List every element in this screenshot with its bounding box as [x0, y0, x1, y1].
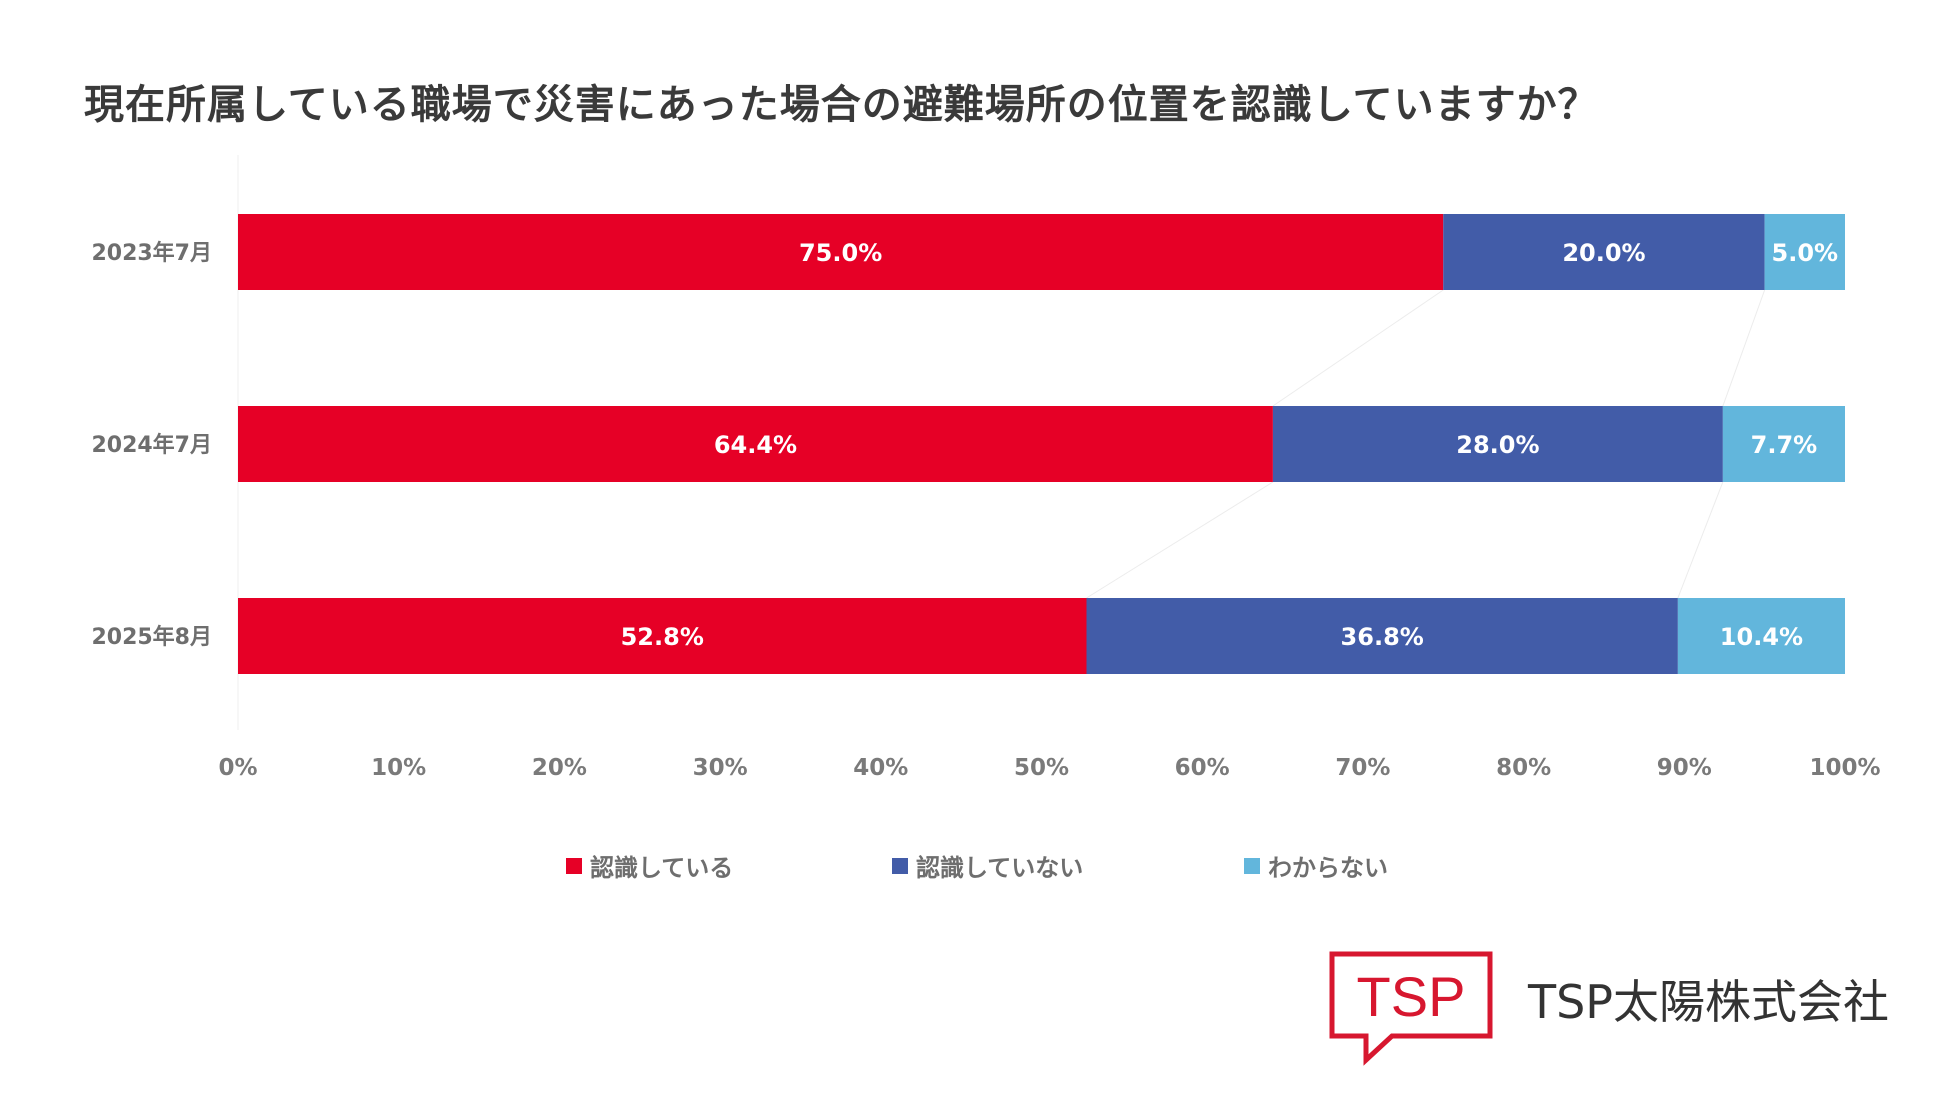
- x-tick-label-9: 90%: [1657, 755, 1712, 781]
- bar-2-1: [1086, 598, 1678, 674]
- x-tick-label-6: 60%: [1175, 755, 1230, 781]
- x-tick-label-10: 100%: [1809, 755, 1880, 781]
- bar-2-2: [1677, 598, 1845, 674]
- connector-0-0: [1272, 289, 1444, 407]
- x-tick-label-1: 10%: [371, 755, 426, 781]
- x-tick-label-4: 40%: [853, 755, 908, 781]
- bar-0-1: [1443, 214, 1765, 290]
- tsp-logo: TSP: [1329, 951, 1493, 1066]
- chart-title: 現在所属している職場で災害にあった場合の避難場所の位置を認識していますか？: [84, 82, 1599, 128]
- data-label-2-2: 10.4%: [1720, 623, 1803, 651]
- legend-swatch: [566, 857, 582, 874]
- svg-text:TSP: TSP: [1357, 965, 1466, 1028]
- x-tick-label-0: 0%: [218, 755, 257, 781]
- connector-1-0: [1086, 481, 1274, 599]
- bar-1-1: [1272, 406, 1723, 482]
- series-connector-lines: [1086, 289, 1766, 599]
- company-name: TSP太陽株式会社: [1528, 975, 1890, 1029]
- x-tick-label-8: 80%: [1496, 755, 1551, 781]
- bars-group: 75.0% 20.0% 5.0% 64.4% 28.0% 7.7% 52.8% 36.8% 10…: [238, 214, 1845, 674]
- category-label-2: 2025年8月: [91, 624, 212, 650]
- legend-label: 認識していない: [916, 854, 1084, 882]
- data-label-0-2: 5.0%: [1772, 239, 1839, 267]
- category-labels: 2023年7月 2024年7月 2025年8月: [91, 240, 212, 650]
- legend-label: 認識している: [590, 854, 734, 882]
- legend-swatch: [892, 857, 908, 874]
- data-label-2-1: 36.8%: [1341, 623, 1424, 651]
- category-label-1: 2024年7月: [91, 432, 212, 458]
- legend: 認識している 認識していない わからない: [0, 848, 1950, 888]
- data-label-2-0: 52.8%: [621, 623, 704, 651]
- legend-label: わからない: [1268, 854, 1388, 882]
- data-label-1-0: 64.4%: [714, 431, 797, 459]
- connector-0-1: [1722, 289, 1766, 407]
- bar-2-0: [238, 598, 1087, 674]
- data-label-0-0: 75.0%: [799, 239, 882, 267]
- x-tick-label-5: 50%: [1014, 755, 1069, 781]
- connector-1-1: [1677, 481, 1724, 599]
- x-axis-ticks: 0% 10% 20% 30% 40% 50% 60% 70% 80% 90% 100%: [218, 755, 1880, 781]
- x-tick-label-7: 70%: [1335, 755, 1390, 781]
- data-label-0-1: 20.0%: [1562, 239, 1645, 267]
- bar-0-0: [238, 214, 1444, 290]
- bar-1-0: [238, 406, 1273, 482]
- category-label-0: 2023年7月: [91, 240, 212, 266]
- data-label-1-1: 28.0%: [1456, 431, 1539, 459]
- stacked-bar-chart: 75.0% 20.0% 5.0% 64.4% 28.0% 7.7% 52.8% 36.8% 10…: [91, 155, 1881, 781]
- bar-0-2: [1764, 214, 1845, 290]
- bar-1-2: [1722, 406, 1845, 482]
- x-tick-label-2: 20%: [532, 755, 587, 781]
- legend-item-1: 認識していない: [892, 848, 1083, 883]
- data-label-1-2: 7.7%: [1751, 431, 1818, 459]
- legend-item-0: 認識している: [566, 848, 733, 883]
- legend-swatch: [1244, 857, 1260, 874]
- x-tick-label-3: 30%: [693, 755, 748, 781]
- legend-item-2: わからない: [1244, 848, 1388, 883]
